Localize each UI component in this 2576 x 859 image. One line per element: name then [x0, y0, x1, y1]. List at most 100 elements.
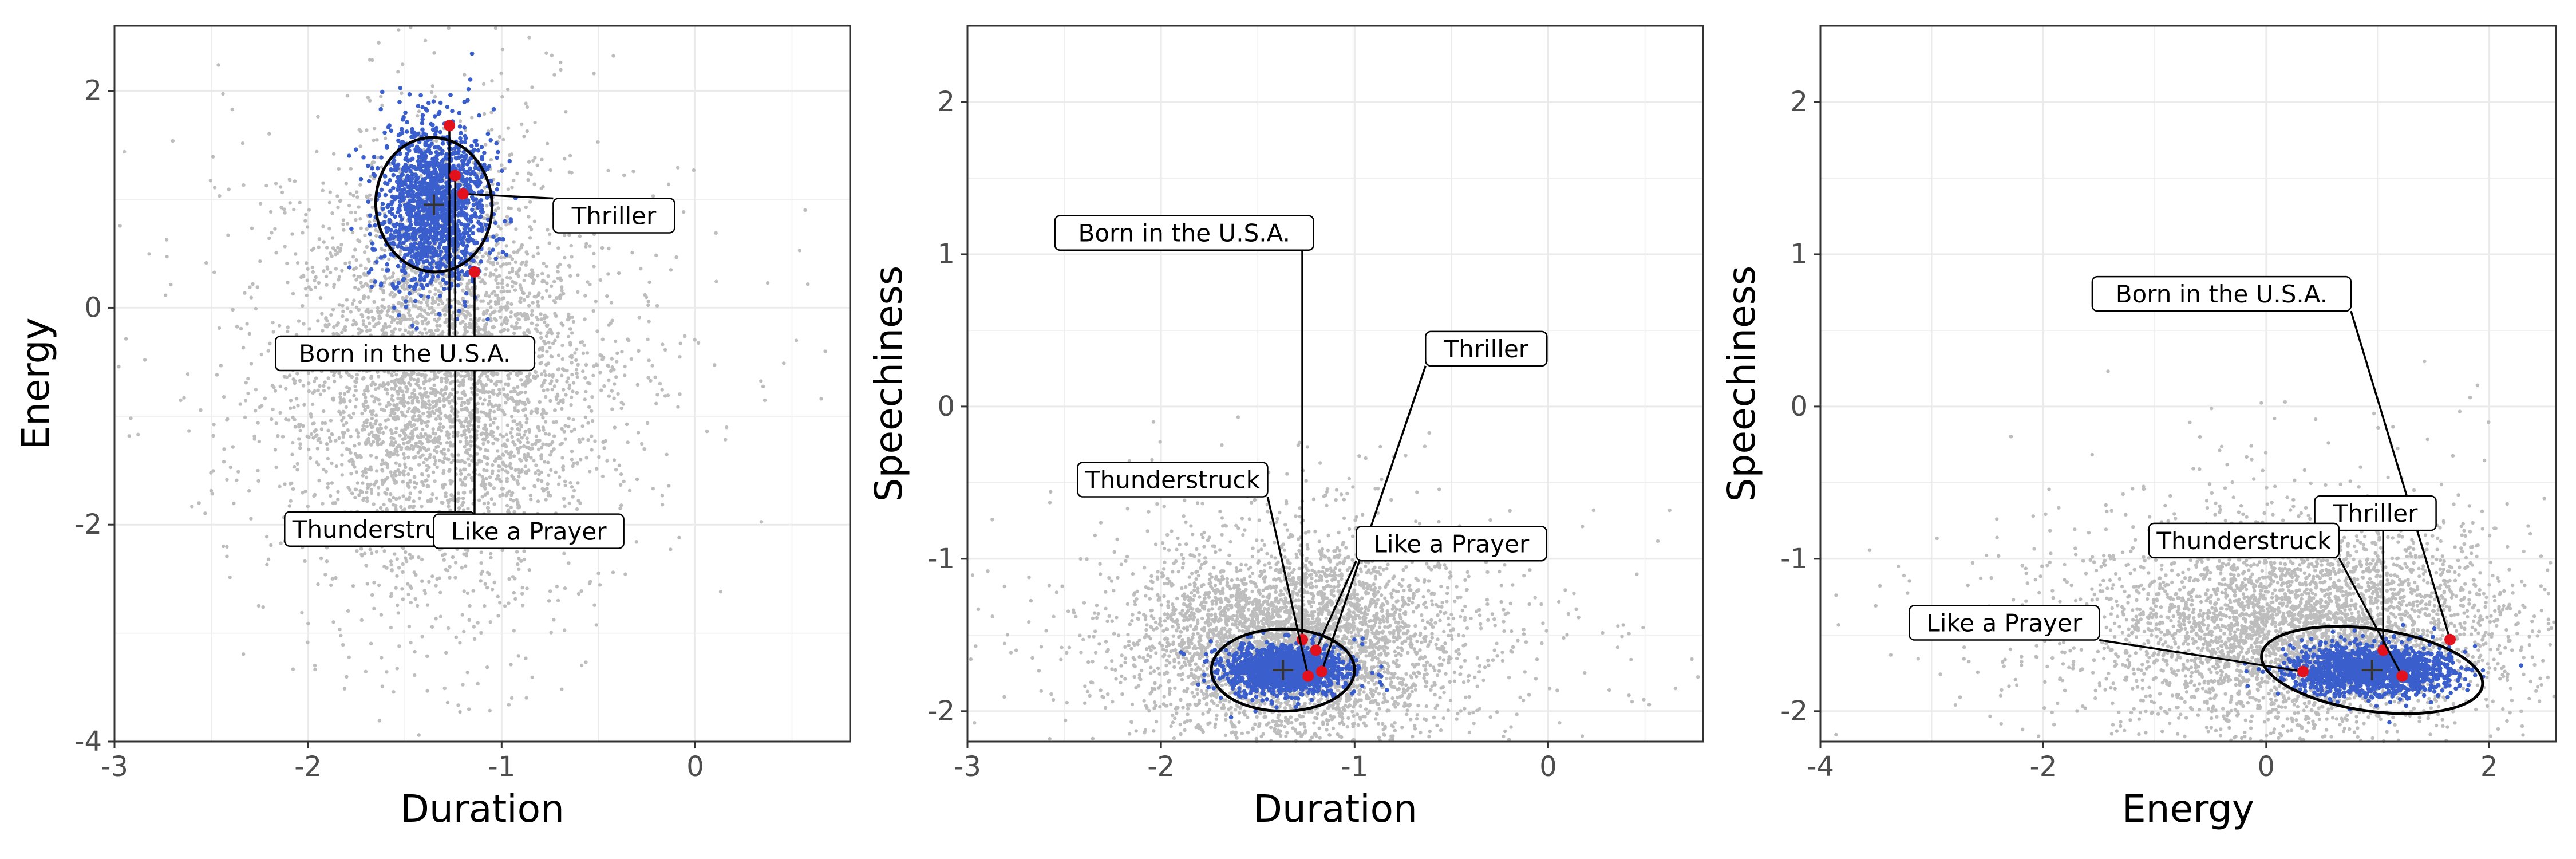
track-point: [222, 447, 226, 451]
track-point: [512, 178, 516, 183]
track-point: [321, 224, 325, 228]
track-point: [448, 392, 452, 396]
track-point: [466, 398, 470, 403]
track-point: [421, 412, 425, 416]
track-point: [549, 468, 553, 472]
track-point: [341, 643, 345, 647]
track-point: [663, 348, 667, 352]
track-point: [463, 483, 467, 487]
track-point: [482, 501, 487, 506]
track-point: [409, 395, 413, 399]
track-point: [421, 373, 425, 377]
track-point: [389, 625, 393, 630]
track-point: [519, 424, 524, 429]
track-point: [341, 309, 345, 313]
track-point: [520, 604, 525, 608]
track-point: [570, 361, 574, 365]
track-point: [578, 501, 582, 505]
track-point: [379, 426, 384, 431]
track-point: [546, 274, 550, 278]
track-point: [424, 448, 429, 453]
track-point: [554, 470, 558, 474]
track-point: [326, 428, 330, 432]
track-point: [458, 119, 463, 123]
track-point: [541, 442, 545, 446]
track-point: [427, 415, 431, 419]
track-point: [472, 637, 477, 641]
track-point: [351, 412, 356, 416]
track-point: [425, 391, 429, 395]
track-point: [305, 293, 309, 298]
track-point: [344, 182, 349, 186]
track-point: [479, 561, 483, 565]
cluster-point: [410, 127, 414, 132]
track-point: [349, 167, 353, 171]
track-point: [325, 442, 329, 446]
track-point: [388, 413, 392, 418]
track-point: [227, 187, 231, 191]
track-point: [541, 411, 545, 415]
track-point: [267, 132, 271, 136]
track-point: [307, 389, 311, 393]
track-point: [438, 441, 442, 446]
track-point: [217, 326, 222, 330]
track-point: [584, 456, 588, 460]
track-point: [442, 552, 447, 556]
track-point: [462, 629, 466, 634]
cluster-point: [396, 281, 401, 286]
track-point: [501, 453, 505, 457]
track-point: [390, 393, 394, 398]
track-point: [430, 295, 434, 300]
track-point: [549, 330, 554, 334]
track-point: [249, 517, 253, 521]
track-point: [590, 409, 594, 413]
track-point: [485, 570, 490, 574]
track-point: [373, 396, 377, 400]
track-point: [478, 171, 482, 175]
track-point: [359, 547, 364, 551]
track-point: [619, 503, 623, 507]
track-point: [547, 373, 551, 377]
track-point: [526, 314, 530, 318]
track-point: [667, 484, 671, 488]
track-point: [442, 397, 446, 401]
track-point: [426, 320, 430, 324]
track-point: [446, 448, 451, 452]
cluster-point: [487, 250, 492, 255]
cluster-point: [361, 155, 366, 160]
track-point: [363, 233, 367, 237]
track-point: [294, 397, 299, 401]
track-point: [487, 509, 491, 513]
track-point: [467, 377, 471, 381]
track-point: [461, 288, 465, 292]
track-point: [190, 505, 194, 509]
track-point: [606, 168, 610, 173]
track-point: [427, 306, 432, 310]
track-point: [460, 566, 464, 570]
track-point: [384, 425, 388, 430]
track-point: [430, 574, 434, 578]
track-point: [215, 373, 219, 377]
track-point: [596, 140, 600, 144]
track-point: [447, 436, 451, 440]
track-point: [403, 436, 407, 441]
track-point: [598, 371, 602, 375]
track-point: [387, 257, 391, 261]
track-point: [291, 487, 295, 491]
track-point: [509, 206, 513, 211]
track-point: [421, 453, 425, 457]
track-point: [492, 290, 496, 294]
track-point: [370, 430, 374, 434]
track-point: [569, 243, 573, 248]
track-point: [336, 498, 340, 502]
track-point: [330, 461, 334, 466]
track-point: [568, 354, 572, 358]
track-point: [374, 479, 378, 483]
track-point: [383, 136, 388, 140]
track-point: [363, 551, 367, 555]
cluster-point: [347, 265, 352, 270]
track-point: [376, 492, 381, 497]
track-point: [427, 399, 431, 403]
track-point: [497, 135, 502, 139]
track-point: [428, 403, 432, 407]
